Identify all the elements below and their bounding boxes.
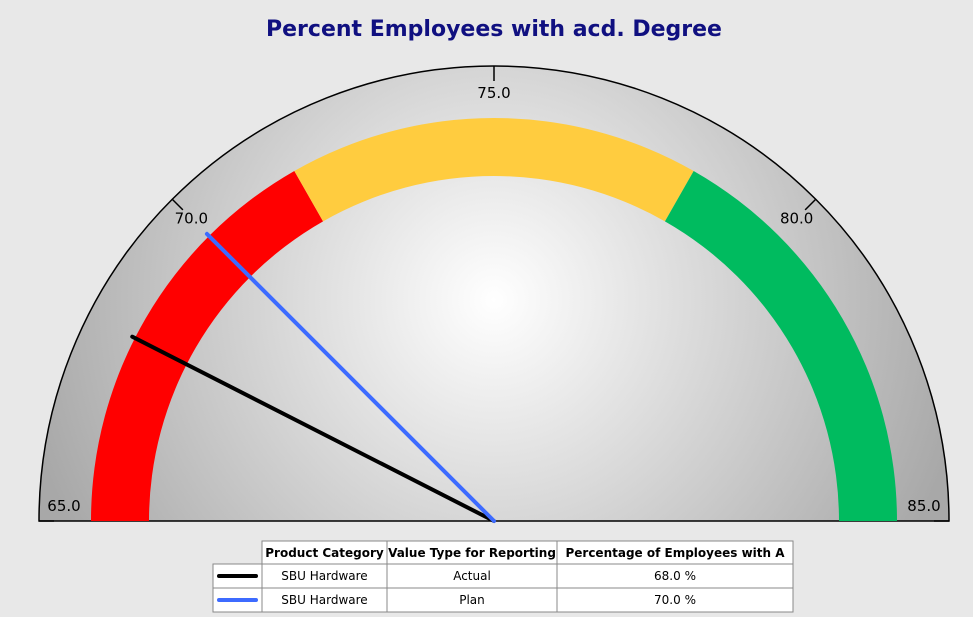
gauge-band [91,170,324,521]
value-label: 68.0 % [654,569,696,583]
gauge-band [664,170,897,521]
table-header: Percentage of Employees with A [565,546,785,560]
tick-label: 85.0 [907,497,940,515]
table-header: Value Type for Reporting [388,546,556,560]
value-label: 70.0 % [654,593,696,607]
tick-label: 65.0 [47,497,80,515]
table-cell: SBU Hardware [281,593,367,607]
needle [130,334,496,523]
tick-mark [171,198,184,211]
table-header: Product Category [265,546,384,560]
chart-title: Percent Employees with acd. Degree [266,17,722,42]
tick-label: 70.0 [175,209,208,227]
tick-label: 75.0 [477,84,510,102]
gauge-band [294,118,694,222]
legend-label: Actual [453,569,491,583]
needle [204,231,496,523]
table-cell: SBU Hardware [281,569,367,583]
tick-mark [804,198,817,211]
legend-label: Plan [459,593,485,607]
tick-label: 80.0 [780,209,813,227]
